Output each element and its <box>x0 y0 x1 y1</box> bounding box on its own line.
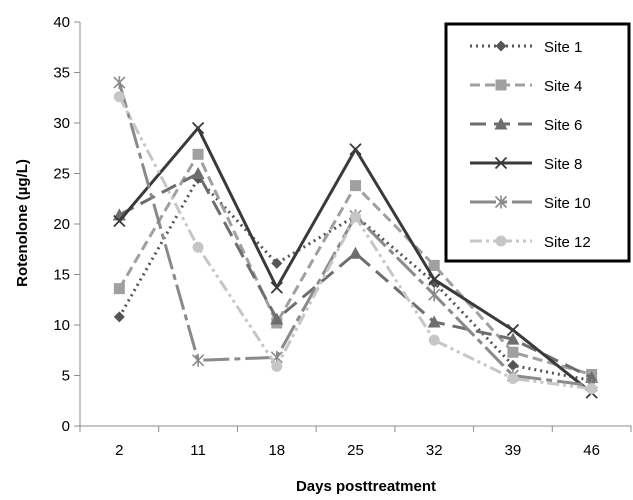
data-point <box>113 76 126 90</box>
data-point <box>113 311 125 323</box>
legend-label: Site 12 <box>544 234 591 251</box>
data-point <box>506 332 520 345</box>
data-point <box>270 312 284 325</box>
data-point <box>191 121 205 135</box>
x-tick-label: 32 <box>426 442 443 459</box>
y-tick-label: 30 <box>53 115 70 132</box>
data-point <box>350 180 361 192</box>
data-point <box>191 167 205 179</box>
y-tick-label: 10 <box>53 317 70 334</box>
data-point <box>271 257 283 269</box>
legend-label: Site 10 <box>544 195 591 212</box>
x-tick-label: 2 <box>115 442 123 459</box>
data-point <box>585 371 599 384</box>
data-point <box>271 360 283 372</box>
legend-marker <box>494 195 508 209</box>
series-6 <box>113 91 598 395</box>
axes: 0 5 10 15 20 25 30 35 40 2 11 18 25 32 39 46 <box>53 14 632 459</box>
legend-marker <box>495 235 507 247</box>
data-point <box>586 383 598 395</box>
y-tick-label: 20 <box>53 216 70 233</box>
legend-label: Site 8 <box>544 156 582 173</box>
data-point <box>349 246 362 259</box>
y-tick-label: 25 <box>53 166 70 183</box>
x-tick-label: 46 <box>583 442 600 459</box>
x-tick-label: 39 <box>505 442 522 459</box>
y-tick-label: 35 <box>53 65 70 82</box>
data-point <box>192 353 205 367</box>
legend-marker <box>494 117 508 130</box>
data-point <box>506 323 520 337</box>
data-point <box>428 288 441 302</box>
legend-item: Site 10 <box>470 195 591 212</box>
legend-label: Site 1 <box>544 39 582 56</box>
y-tick-label: 0 <box>62 418 70 435</box>
y-tick-label: 40 <box>53 14 70 31</box>
data-point <box>113 214 126 228</box>
data-point <box>350 211 361 223</box>
legend-item: Site 4 <box>470 78 582 95</box>
data-point <box>427 315 441 328</box>
data-point <box>428 259 440 271</box>
data-point <box>113 283 125 295</box>
data-point <box>428 273 441 286</box>
legend-item: Site 6 <box>470 117 582 134</box>
y-tick-label: 5 <box>62 368 70 385</box>
legend: Site 1 Site 4 Site 6 Site 8 Site 10 Site 12 <box>444 22 631 263</box>
legend-marker <box>495 40 507 52</box>
legend-label: Site 4 <box>544 78 582 95</box>
series-lines <box>112 76 599 399</box>
data-point <box>428 334 440 346</box>
x-tick-label: 11 <box>190 442 206 459</box>
legend-marker <box>494 156 508 170</box>
x-tick-label: 25 <box>347 442 364 459</box>
data-point <box>507 346 519 358</box>
data-point <box>507 359 519 371</box>
x-axis-title: Days posttreatment <box>296 478 436 495</box>
data-point <box>507 373 519 385</box>
x-tick-label: 18 <box>268 442 285 459</box>
y-axis-title: Rotenolone (µg/L) <box>14 159 31 287</box>
data-point <box>349 143 362 156</box>
legend-box <box>444 22 631 263</box>
legend-label: Site 6 <box>544 117 582 134</box>
data-point <box>192 241 204 253</box>
legend-item: Site 1 <box>470 39 582 56</box>
legend-item: Site 8 <box>470 156 582 173</box>
legend-item: Site 12 <box>470 234 591 251</box>
legend-marker <box>495 79 507 91</box>
data-point <box>270 281 283 294</box>
data-point <box>113 91 125 103</box>
y-tick-label: 15 <box>53 267 70 284</box>
data-point <box>192 148 204 160</box>
